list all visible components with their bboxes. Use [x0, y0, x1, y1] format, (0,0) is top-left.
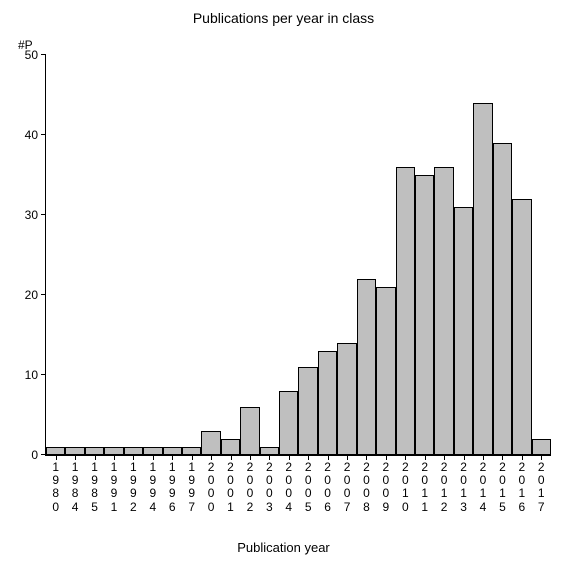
- bar-slot: 2011: [415, 55, 434, 455]
- bar-slot: 1984: [65, 55, 84, 455]
- bar: [376, 287, 395, 455]
- x-tick-label: 2008: [361, 461, 371, 514]
- bar: [65, 447, 84, 455]
- x-tick-label: 2017: [536, 461, 546, 514]
- bar-slot: 1996: [163, 55, 182, 455]
- x-axis-label: Publication year: [0, 540, 567, 555]
- bar-slot: 2008: [357, 55, 376, 455]
- bar-slot: 2013: [454, 55, 473, 455]
- x-tick-label: 2006: [323, 461, 333, 514]
- x-tick-label: 2002: [245, 461, 255, 514]
- x-tick-label: 2013: [459, 461, 469, 514]
- y-tick-label: 10: [16, 368, 38, 382]
- x-tick-label: 2000: [206, 461, 216, 514]
- y-tick-label: 20: [16, 288, 38, 302]
- bar: [434, 167, 453, 455]
- x-tick-label: 2009: [381, 461, 391, 514]
- bar-slot: 1991: [104, 55, 123, 455]
- y-tick-label: 30: [16, 208, 38, 222]
- plot-area: 01020304050 1980198419851991199219941996…: [45, 55, 551, 456]
- bars-group: 1980198419851991199219941996199720002001…: [46, 55, 551, 455]
- bar: [143, 447, 162, 455]
- bar: [163, 447, 182, 455]
- x-tick-label: 2007: [342, 461, 352, 514]
- bar-slot: 2005: [298, 55, 317, 455]
- bar: [85, 447, 104, 455]
- bar: [182, 447, 201, 455]
- bar: [532, 439, 551, 455]
- bar: [337, 343, 356, 455]
- chart-container: Publications per year in class #P 010203…: [0, 0, 567, 567]
- bar-slot: 2007: [337, 55, 356, 455]
- y-tick-label: 40: [16, 128, 38, 142]
- bar-slot: 2016: [512, 55, 531, 455]
- bar: [260, 447, 279, 455]
- bar: [240, 407, 259, 455]
- bar-slot: 2006: [318, 55, 337, 455]
- bar-slot: 1994: [143, 55, 162, 455]
- x-tick-label: 2015: [497, 461, 507, 514]
- bar-slot: 2009: [376, 55, 395, 455]
- bar-slot: 1997: [182, 55, 201, 455]
- x-tick-label: 2014: [478, 461, 488, 514]
- x-tick-label: 1991: [109, 461, 119, 514]
- bar-slot: 1980: [46, 55, 65, 455]
- x-tick-label: 1980: [51, 461, 61, 514]
- x-tick-label: 2016: [517, 461, 527, 514]
- bar: [221, 439, 240, 455]
- bar: [46, 447, 65, 455]
- bar: [415, 175, 434, 455]
- x-tick-label: 1996: [167, 461, 177, 514]
- bar: [396, 167, 415, 455]
- x-tick-label: 1985: [90, 461, 100, 514]
- bar: [201, 431, 220, 455]
- y-tick-label: 0: [16, 448, 38, 462]
- x-tick-label: 1997: [187, 461, 197, 514]
- bar-slot: 2010: [396, 55, 415, 455]
- bar-slot: 2012: [434, 55, 453, 455]
- x-tick-label: 2004: [284, 461, 294, 514]
- bar-slot: 1992: [124, 55, 143, 455]
- bar: [104, 447, 123, 455]
- bar: [512, 199, 531, 455]
- bar-slot: 2000: [201, 55, 220, 455]
- bar-slot: 2017: [532, 55, 551, 455]
- bar: [318, 351, 337, 455]
- bar: [124, 447, 143, 455]
- x-tick-label: 1992: [128, 461, 138, 514]
- x-tick-label: 2001: [226, 461, 236, 514]
- chart-title: Publications per year in class: [0, 10, 567, 26]
- x-tick-label: 2003: [264, 461, 274, 514]
- bar: [357, 279, 376, 455]
- x-tick-label: 2005: [303, 461, 313, 514]
- x-tick-label: 1994: [148, 461, 158, 514]
- bar-slot: 2001: [221, 55, 240, 455]
- x-tick-label: 2011: [420, 461, 430, 514]
- y-tick-label: 50: [16, 48, 38, 62]
- bar-slot: 2003: [260, 55, 279, 455]
- bar-slot: 2014: [473, 55, 492, 455]
- bar-slot: 2004: [279, 55, 298, 455]
- x-tick-label: 1984: [70, 461, 80, 514]
- bar: [473, 103, 492, 455]
- x-tick-label: 2012: [439, 461, 449, 514]
- bar: [493, 143, 512, 455]
- bar: [454, 207, 473, 455]
- bar: [298, 367, 317, 455]
- x-tick-label: 2010: [400, 461, 410, 514]
- bar: [279, 391, 298, 455]
- bar-slot: 1985: [85, 55, 104, 455]
- bar-slot: 2015: [493, 55, 512, 455]
- bar-slot: 2002: [240, 55, 259, 455]
